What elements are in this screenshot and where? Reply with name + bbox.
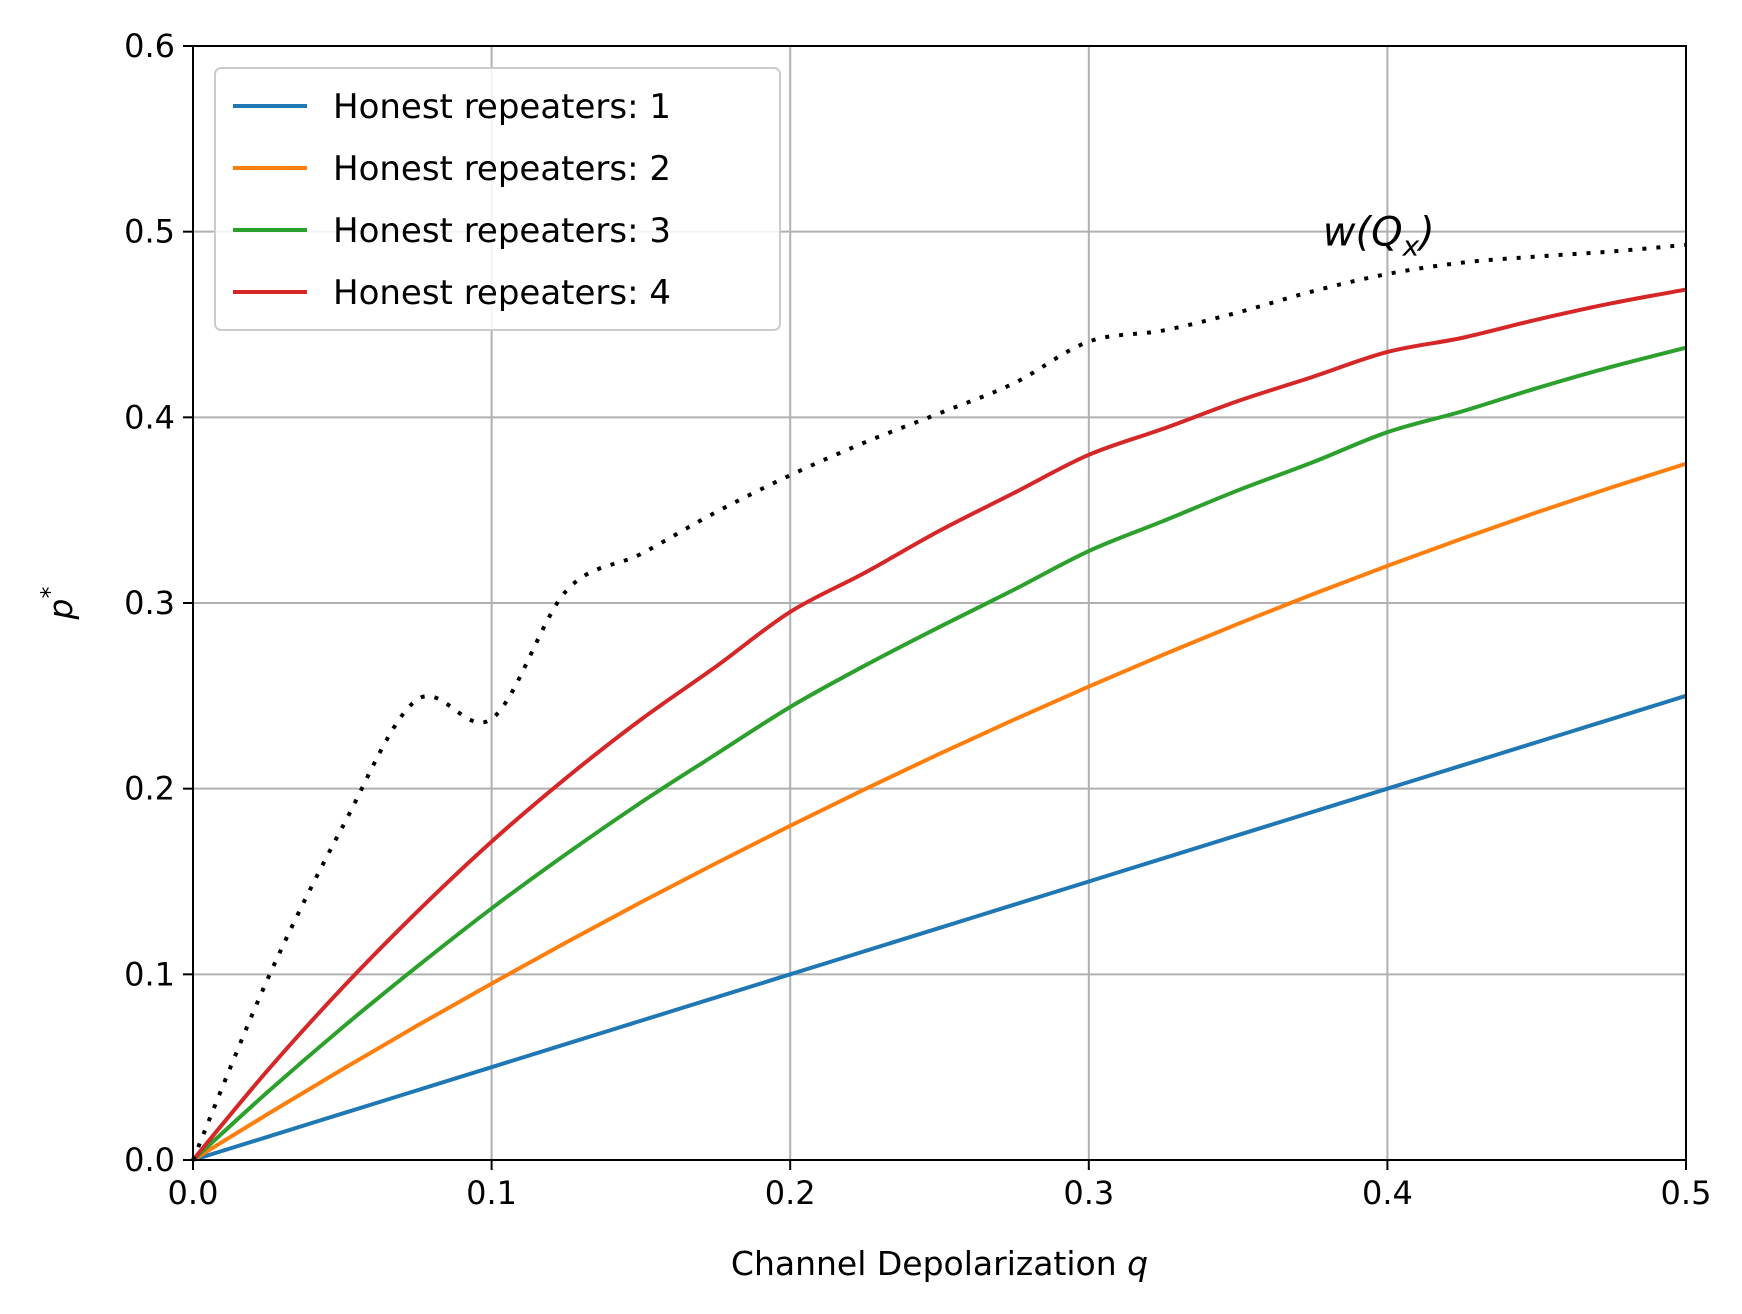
legend-box	[214, 67, 781, 331]
y-axis-label: p*	[36, 587, 80, 621]
legend-label: Honest repeaters: 2	[333, 149, 671, 189]
annotation-label: w(Qx)	[1323, 210, 1435, 263]
series-line-1	[192, 693, 1687, 1162]
legend-label: Honest repeaters: 4	[333, 273, 671, 313]
legend: Honest repeaters: 1 Honest repeaters: 2 Ho…	[214, 67, 781, 331]
axis-ticks: 0.0 0.1 0.2 0.3 0.4 0.5 0.0 0.1 0.2 0.3 0.4 0.5 0.6	[124, 27, 1711, 1212]
x-tick-label: 0.5	[1661, 1174, 1712, 1212]
y-tick-label: 0.2	[124, 770, 175, 808]
series-line-w-qx	[191, 242, 1687, 1161]
annotations: w(Qx)	[1323, 210, 1435, 263]
series-line-2	[191, 461, 1687, 1162]
x-axis-label: Channel Depolarization q	[731, 1244, 1148, 1283]
series-line-4	[191, 287, 1687, 1162]
legend-label: Honest repeaters: 1	[333, 87, 671, 127]
x-tick-label: 0.1	[466, 1174, 517, 1212]
x-tick-label: 0.2	[765, 1174, 816, 1212]
x-tick-label: 0.3	[1063, 1174, 1114, 1212]
y-tick-label: 0.5	[124, 213, 175, 251]
series-layer	[191, 242, 1687, 1162]
y-tick-label: 0.1	[124, 955, 175, 993]
series-line-3	[191, 345, 1687, 1162]
x-tick-label: 0.0	[168, 1174, 219, 1212]
y-tick-label: 0.4	[124, 398, 175, 436]
y-tick-label: 0.3	[124, 584, 175, 622]
y-tick-label: 0.6	[124, 27, 175, 65]
legend-label: Honest repeaters: 3	[333, 211, 671, 251]
y-tick-label: 0.0	[124, 1141, 175, 1179]
x-tick-label: 0.4	[1362, 1174, 1413, 1212]
